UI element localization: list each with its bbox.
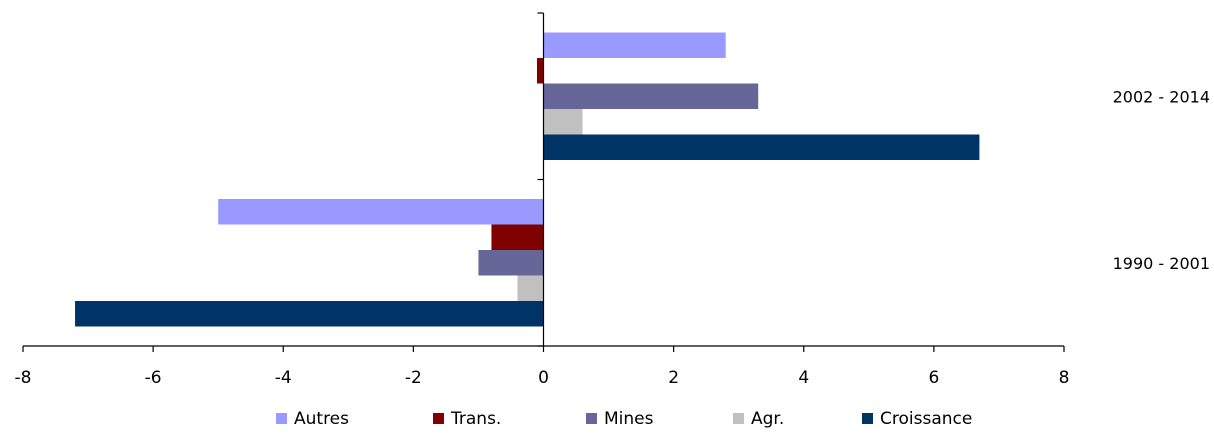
- x-tick-label: 2: [668, 368, 679, 388]
- bar-autres-1: [543, 32, 726, 58]
- legend-label: Mines: [604, 409, 654, 429]
- x-tick-label: -2: [405, 368, 422, 388]
- bar-mines-0: [478, 250, 544, 276]
- legend: Autres Trans. Mines Agr. Croissance: [276, 409, 972, 429]
- legend-label: Trans.: [450, 409, 501, 429]
- legend-swatch: [586, 413, 597, 424]
- bar-autres-0: [218, 199, 544, 225]
- axes-group: [22, 12, 1065, 352]
- bar-trans-1: [536, 58, 544, 84]
- legend-swatch: [733, 413, 744, 424]
- bars-group: [75, 32, 980, 327]
- x-tick-label: 0: [538, 368, 549, 388]
- category-label: 2002 - 2014: [1113, 87, 1210, 106]
- x-tick-label: 6: [928, 368, 939, 388]
- legend-swatch: [433, 413, 444, 424]
- x-tick-label: -6: [145, 368, 162, 388]
- legend-label: Croissance: [880, 409, 972, 429]
- x-tick-label: 8: [1059, 368, 1070, 388]
- legend-label: Autres: [294, 409, 349, 429]
- x-tick-label: -8: [15, 368, 32, 388]
- category-label: 1990 - 2001: [1113, 254, 1210, 273]
- legend-swatch: [862, 413, 873, 424]
- bar-trans-0: [491, 224, 544, 250]
- labels-group: 1990 - 2001 2002 - 2014 -8 -6 -4 -2 0 2 4 6 8: [15, 87, 1210, 388]
- bar-agr-1: [543, 109, 583, 135]
- x-tick-label: -4: [275, 368, 292, 388]
- bar-mines-1: [543, 83, 759, 109]
- legend-label: Agr.: [751, 409, 784, 429]
- legend-swatch: [276, 413, 287, 424]
- bar-agr-0: [517, 275, 544, 301]
- x-tick-label: 4: [798, 368, 809, 388]
- bar-croissance-1: [543, 134, 980, 160]
- bar-croissance-0: [75, 301, 544, 327]
